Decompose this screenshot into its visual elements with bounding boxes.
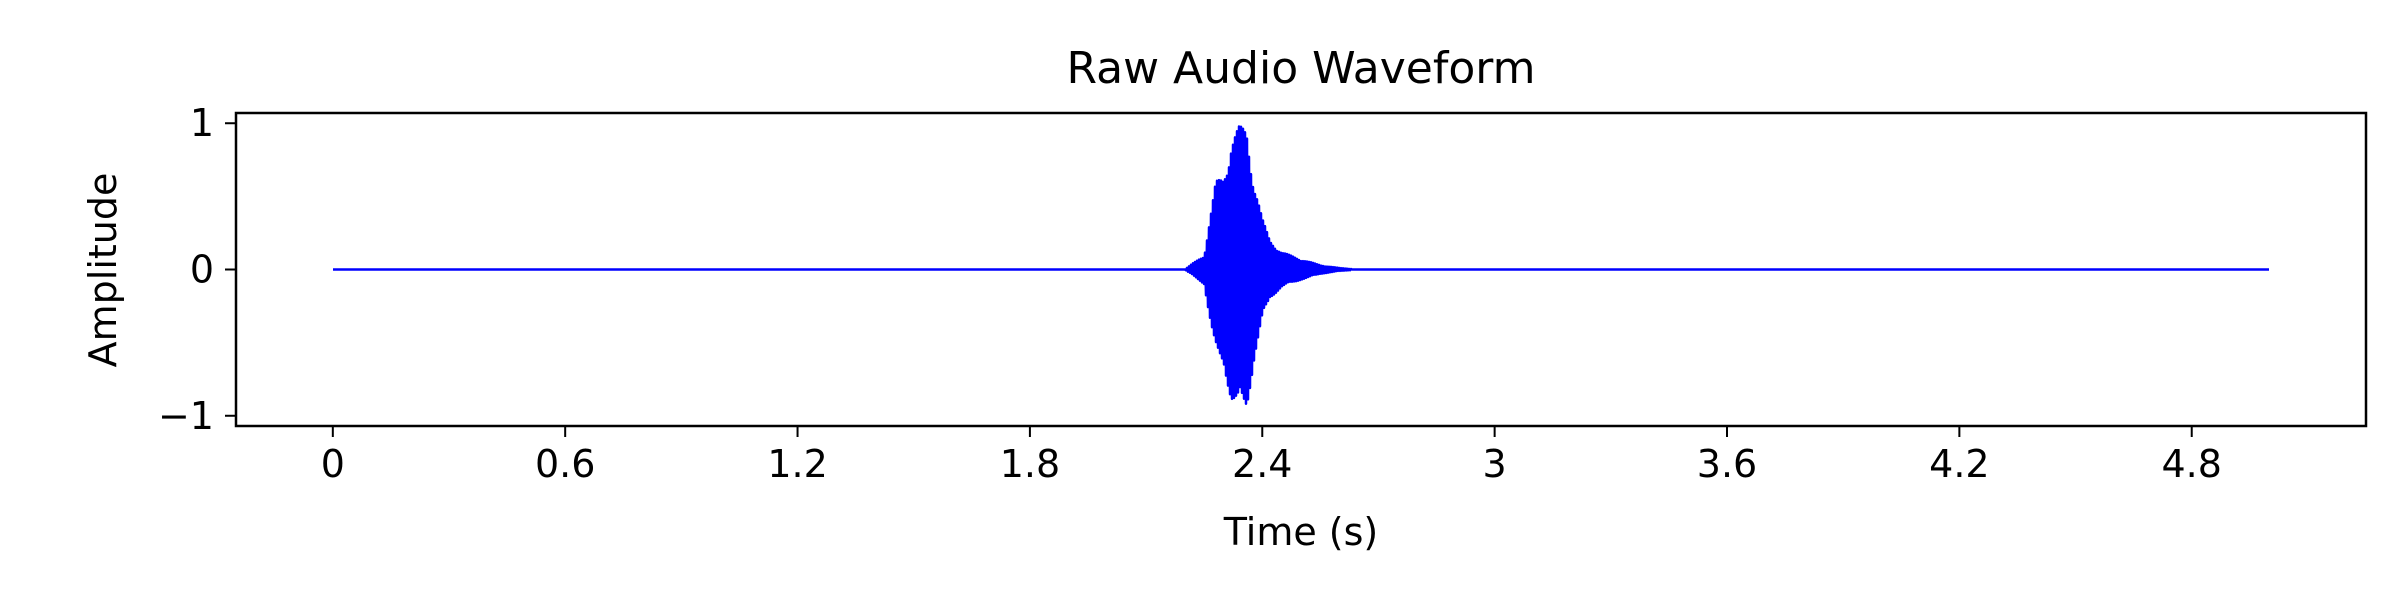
x-tick-label: 4.2 <box>1929 442 1989 486</box>
waveform-series-line <box>332 125 2270 405</box>
x-tick-label: 3.6 <box>1697 442 1757 486</box>
x-tick-label: 2.4 <box>1232 442 1292 486</box>
y-axis-label: Amplitude <box>81 173 125 368</box>
x-tick-label: 1.8 <box>1000 442 1060 486</box>
x-tick-label: 1.2 <box>767 442 827 486</box>
x-tick-label: 0 <box>321 442 345 486</box>
x-tick-label: 0.6 <box>535 442 595 486</box>
series-layer <box>332 125 2270 405</box>
chart-title: Raw Audio Waveform <box>1067 43 1536 94</box>
y-tick-label: −1 <box>158 394 214 438</box>
y-tick-label: 0 <box>190 248 214 292</box>
plot-frame <box>234 111 2368 428</box>
x-axis-label: Time (s) <box>1223 510 1379 554</box>
x-tick-label: 3 <box>1483 442 1507 486</box>
axes-layer: 0 0.6 1.2 1.8 2.4 3 3.6 4.2 4.8 1 0 −1 <box>158 101 2222 486</box>
x-tick-label: 4.8 <box>2162 442 2222 486</box>
y-tick-label: 1 <box>190 101 214 145</box>
